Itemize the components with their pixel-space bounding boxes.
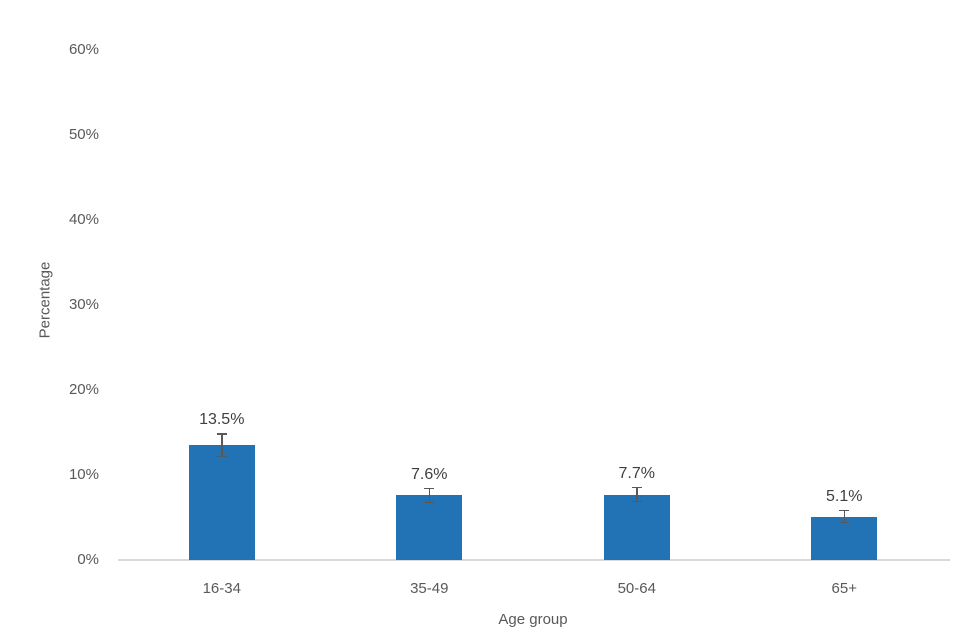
error-bar-stem [428,487,430,504]
data-label: 7.7% [618,464,655,482]
error-bar-top-cap [216,433,227,435]
error-bar-bottom-cap [839,521,850,524]
bar [396,495,463,560]
y-tick-label: 0% [77,551,99,568]
category-label: 50-64 [617,580,656,597]
y-tick-label: 20% [68,381,99,398]
bar [603,494,670,560]
error-bar-top-cap [424,487,435,490]
y-tick-label: 60% [68,41,99,58]
error-bar-stem [843,509,845,524]
bar [811,516,878,560]
error-bar-top-cap [839,509,850,512]
x-axis-title: Age group [498,611,568,628]
data-label: 5.1% [826,487,863,505]
plot-area: 13.5% 16-34 7.6% 35-49 7.7% 50-64 5.1% 65+ [118,50,950,597]
y-tick-label: 40% [68,211,99,228]
error-bar-bottom-cap [631,500,642,503]
category-label: 35-49 [410,580,449,597]
data-label: 7.6% [411,465,448,483]
error-bar-stem [636,486,638,503]
error-bar-top-cap [631,486,642,489]
error-bar-stem [221,433,223,458]
y-tick-label: 30% [68,296,99,313]
data-label: 13.5% [199,411,245,429]
bar [188,445,255,560]
y-tick-label: 10% [68,466,99,483]
category-label: 16-34 [202,580,241,597]
y-tick-label: 50% [68,126,99,143]
x-axis-line [118,559,950,561]
error-bar-bottom-cap [216,455,227,458]
error-bar-bottom-cap [424,501,435,504]
category-label: 65+ [831,580,857,597]
